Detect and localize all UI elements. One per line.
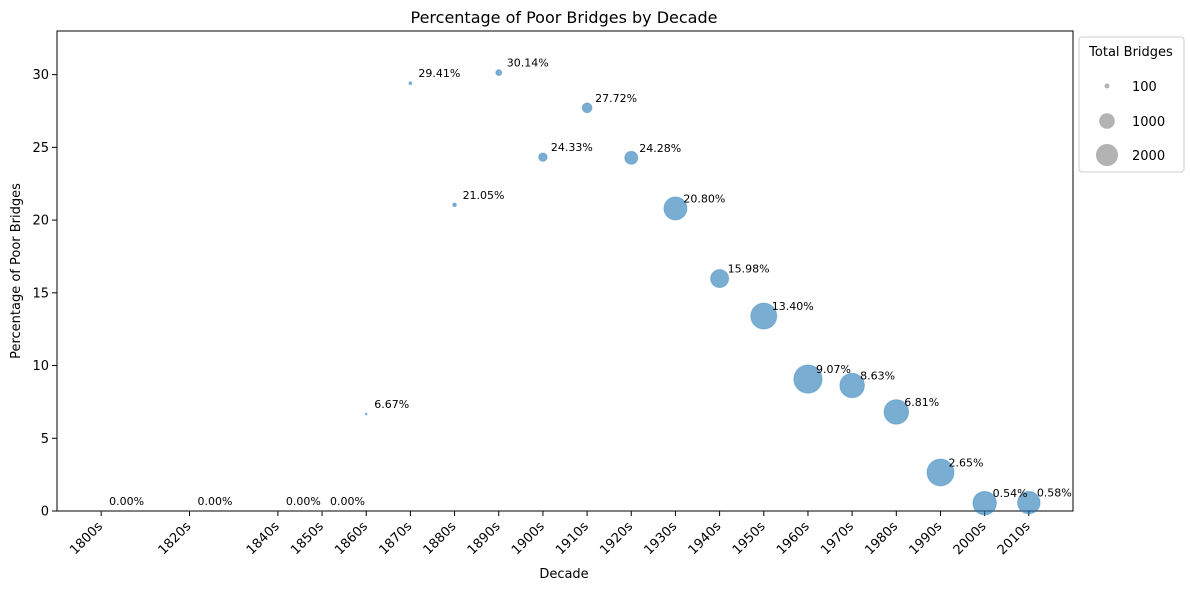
scatter-point — [750, 302, 778, 330]
legend-label: 2000 — [1132, 149, 1165, 164]
x-tick-label: 2010s — [995, 519, 1034, 558]
x-tick-label: 1860s — [332, 519, 371, 558]
data-label: 13.40% — [772, 300, 814, 313]
scatter-point — [883, 399, 910, 425]
scatter-point — [972, 490, 997, 516]
scatter-point — [663, 196, 688, 221]
x-tick-label: 1970s — [818, 519, 857, 558]
data-label: 24.28% — [639, 142, 681, 155]
scatter-point — [624, 150, 639, 165]
data-label: 8.63% — [860, 369, 895, 382]
y-tick-label: 25 — [32, 141, 49, 156]
x-tick-label: 1950s — [730, 519, 769, 558]
scatter-point — [1017, 490, 1041, 515]
y-tick-label: 10 — [32, 359, 49, 374]
data-label: 2.65% — [948, 456, 983, 469]
legend-title: Total Bridges — [1088, 45, 1173, 60]
y-tick-label: 15 — [32, 286, 49, 301]
data-label: 21.05% — [463, 189, 505, 202]
x-tick-label: 1840s — [244, 519, 283, 558]
legend-marker — [1095, 143, 1119, 167]
data-label: 0.00% — [330, 495, 365, 508]
x-tick-label: 1820s — [156, 519, 195, 558]
data-label: 20.80% — [683, 192, 725, 205]
chart-title: Percentage of Poor Bridges by Decade — [411, 8, 718, 27]
data-label: 15.98% — [728, 263, 770, 276]
data-label: 6.67% — [374, 398, 409, 411]
plot-frame — [56, 30, 1074, 512]
x-tick-label: 1920s — [597, 519, 636, 558]
y-axis-title: Percentage of Poor Bridges — [9, 183, 24, 359]
y-tick-label: 30 — [32, 68, 49, 83]
scatter-point — [839, 372, 865, 399]
data-label: 30.14% — [507, 57, 549, 70]
legend-marker — [1099, 113, 1115, 129]
scatter-point — [793, 364, 823, 394]
scatter-point — [581, 102, 593, 114]
data-label: 0.00% — [198, 495, 233, 508]
scatter-point — [188, 510, 191, 512]
x-tick-label: 1900s — [509, 519, 548, 558]
data-label: 0.00% — [286, 495, 321, 508]
legend-label: 1000 — [1132, 115, 1165, 130]
legend-label: 100 — [1132, 80, 1157, 95]
scatter-point — [452, 202, 457, 208]
y-axis: 0 5 10 15 20 25 30 — [32, 68, 57, 520]
x-tick-label: 1980s — [862, 519, 901, 558]
scatter-point — [408, 81, 413, 86]
legend: Total Bridges 100 1000 2000 — [1078, 36, 1185, 173]
scatter-point — [538, 152, 548, 162]
scatter-point — [710, 269, 730, 289]
data-labels: 0.00% 0.00% 0.00% 0.00% 6.67% 29.41% 21.05% 30.… — [109, 57, 1072, 508]
data-label: 24.33% — [551, 141, 593, 154]
x-tick-label: 1890s — [465, 519, 504, 558]
data-label: 0.58% — [1037, 487, 1072, 500]
scatter-point — [364, 412, 368, 416]
x-tick-label: 1910s — [553, 519, 592, 558]
x-tick-label: 1800s — [67, 519, 106, 558]
scatter-point — [495, 69, 503, 77]
data-label: 27.72% — [595, 92, 637, 105]
x-axis-title: Decade — [539, 567, 588, 582]
x-tick-label: 1880s — [421, 519, 460, 558]
data-label: 29.41% — [418, 67, 460, 80]
x-tick-label: 1870s — [376, 519, 415, 558]
scatter-point — [277, 510, 279, 512]
x-tick-label: 1990s — [907, 519, 946, 558]
scatter-point — [100, 510, 103, 512]
y-tick-label: 0 — [41, 505, 49, 520]
data-label: 9.07% — [816, 363, 851, 376]
data-points — [100, 69, 1041, 516]
scatter-point — [321, 510, 324, 512]
x-tick-label: 1960s — [774, 519, 813, 558]
scatter-point — [926, 458, 955, 487]
legend-marker — [1104, 83, 1110, 89]
x-tick-label: 2000s — [951, 519, 990, 558]
data-label: 0.00% — [109, 495, 144, 508]
x-axis: 1800s 1820s 1840s 1850s 1860s 1870s 1880s 1890s… — [67, 511, 1034, 558]
x-tick-label: 1940s — [686, 519, 725, 558]
data-label: 6.81% — [904, 396, 939, 409]
data-label: 0.54% — [993, 487, 1028, 500]
legend-frame — [1078, 36, 1185, 173]
y-tick-label: 20 — [32, 214, 49, 229]
x-tick-label: 1850s — [288, 519, 327, 558]
y-tick-label: 5 — [41, 432, 49, 447]
x-tick-label: 1930s — [641, 519, 680, 558]
